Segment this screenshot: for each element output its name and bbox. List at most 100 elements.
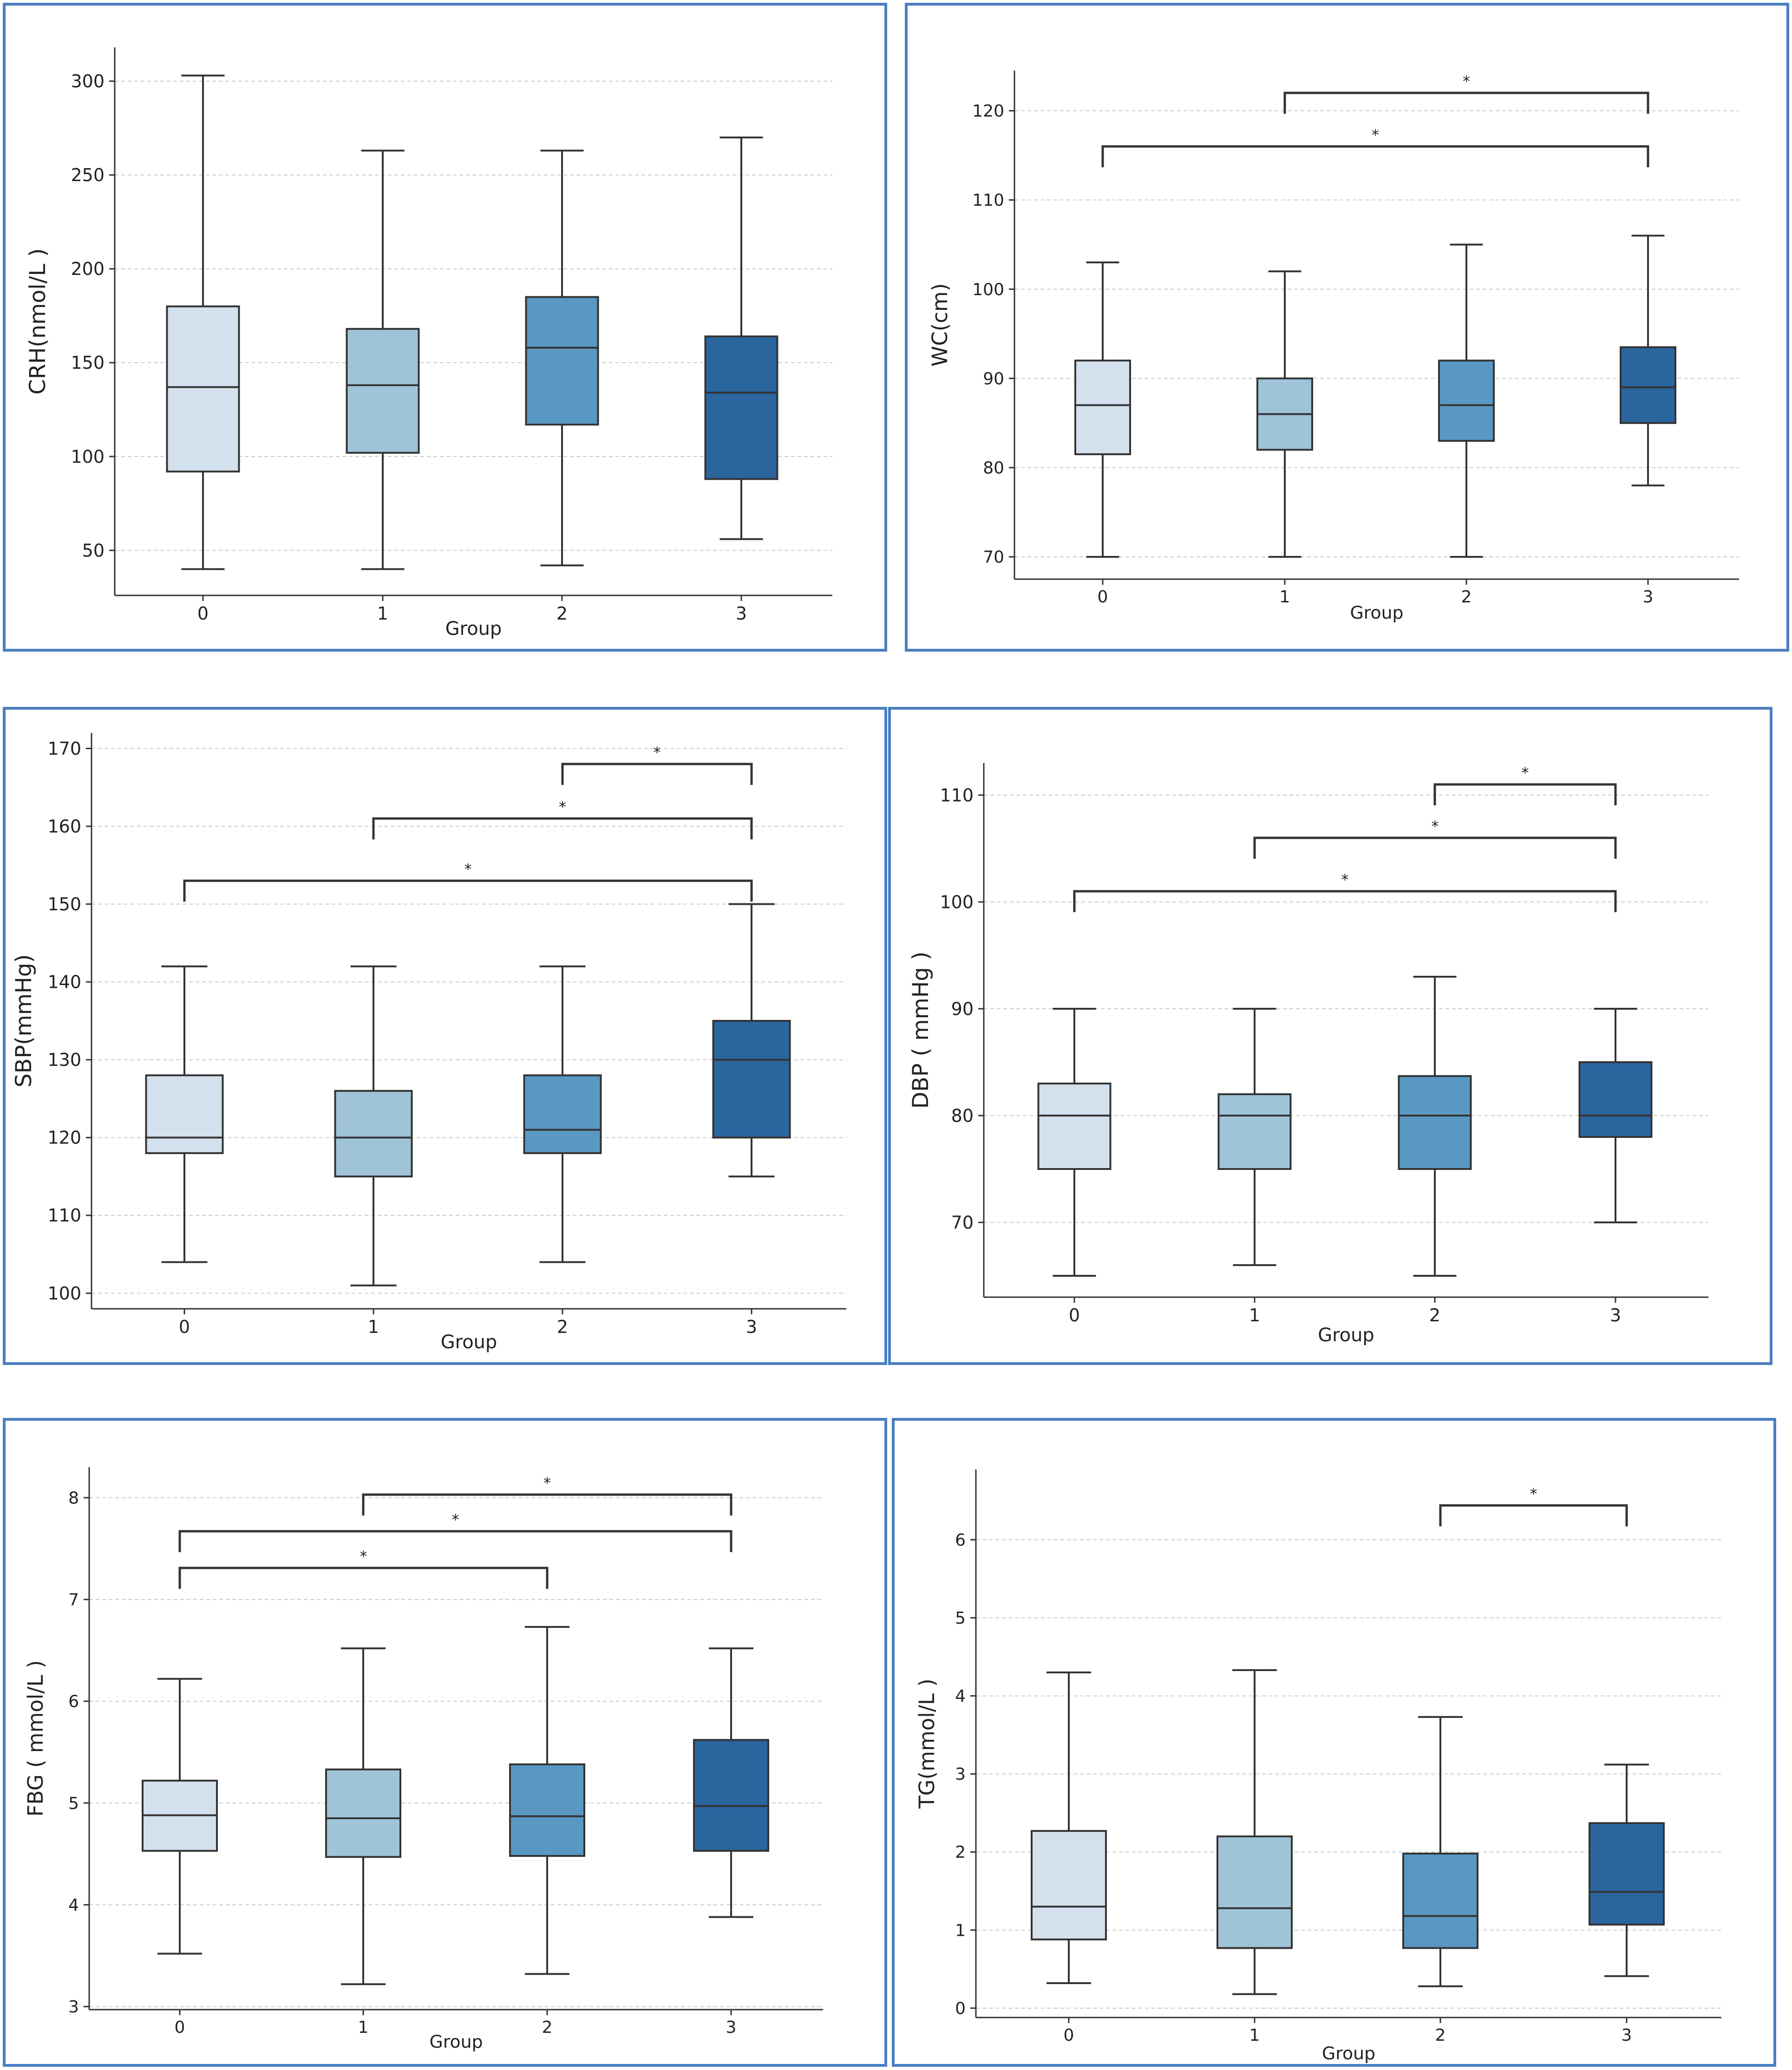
y-tick-label: 110 — [940, 785, 974, 805]
box-group-0 — [145, 965, 224, 1263]
box-iqr — [1438, 359, 1495, 442]
significance-star: * — [1372, 126, 1379, 144]
y-tick-label: 90 — [983, 369, 1004, 388]
x-tick-label: 2 — [557, 1317, 568, 1337]
box-iqr — [1402, 1853, 1478, 1949]
y-axis-label: TG(mmol/L ) — [915, 1678, 939, 1809]
y-axis-label: FBG ( mmol/L ) — [23, 1660, 48, 1817]
chart-panel-dbp: 70 80 90 100 110 0 1 2 3 * * * Group DBP ( mmHg ) — [888, 707, 1772, 1365]
y-axis-label: CRH(nmol/L ) — [25, 248, 51, 394]
x-axis-label: Group — [429, 2031, 483, 2052]
box-iqr — [1578, 1061, 1653, 1138]
significance-bracket — [1253, 836, 1617, 859]
box-iqr — [1398, 1075, 1472, 1170]
box-group-3 — [1620, 235, 1676, 487]
y-tick-label: 70 — [951, 1212, 974, 1233]
chart-panel-wc: 70 80 90 100 110 120 0 1 2 3 * * Group WC(cm) — [905, 3, 1789, 652]
significance-star: * — [543, 1474, 551, 1492]
box-iqr — [712, 1020, 791, 1139]
box-group-3 — [704, 136, 778, 540]
y-tick-label: 3 — [68, 1998, 79, 2017]
y-tick-label: 1 — [955, 1921, 966, 1940]
y-tick-label: 110 — [972, 191, 1004, 210]
sbp-boxplot: 100 110 120 130 140 150 160 170 0 1 2 3 * * * Group SBP(… — [11, 733, 846, 1353]
x-tick-label: 2 — [1429, 1305, 1440, 1326]
box-group-0 — [142, 1678, 218, 1955]
y-tick-label: 2 — [955, 1843, 966, 1862]
chart-panel-tg: 0 1 2 3 4 5 6 0 1 2 3 * Group TG(mmol/L ) — [892, 1418, 1776, 2067]
y-tick-label: 80 — [983, 458, 1004, 477]
x-tick-label: 2 — [1435, 2026, 1446, 2045]
y-tick-label: 5 — [68, 1794, 79, 1813]
x-tick-label: 3 — [1622, 2026, 1632, 2045]
box-group-0 — [1037, 1008, 1112, 1277]
x-tick-label: 0 — [175, 2018, 185, 2037]
box-group-0 — [1031, 1672, 1107, 1985]
x-axis-label: Group — [1322, 2043, 1375, 2063]
significance-bracket — [1433, 783, 1617, 805]
significance-star: * — [1341, 871, 1349, 888]
box-group-0 — [1074, 261, 1131, 558]
box-group-1 — [325, 1647, 401, 1985]
y-tick-label: 4 — [68, 1896, 79, 1915]
box-iqr — [704, 335, 778, 480]
box-group-3 — [1589, 1763, 1665, 1977]
x-tick-label: 3 — [736, 603, 747, 624]
significance-bracket — [1101, 145, 1649, 168]
dbp-boxplot: 70 80 90 100 110 0 1 2 3 * * * Group DBP ( mmHg ) — [908, 763, 1708, 1346]
x-tick-label: 1 — [1249, 1305, 1260, 1326]
y-tick-label: 120 — [972, 102, 1004, 121]
box-iqr — [523, 1074, 602, 1154]
significance-star: * — [1530, 1485, 1537, 1502]
box-group-1 — [1216, 1669, 1293, 1995]
fbg-boxplot: 3 4 5 6 7 8 0 1 2 3 * * * Group FBG ( mmol/L ) — [23, 1467, 823, 2052]
chart-panel-fbg: 3 4 5 6 7 8 0 1 2 3 * * * Group FBG ( mmol/L ) — [3, 1418, 887, 2067]
x-tick-label: 1 — [368, 1317, 379, 1337]
x-axis-label: Group — [1318, 1325, 1374, 1346]
box-group-2 — [525, 150, 599, 567]
significance-bracket — [178, 1530, 732, 1553]
box-group-1 — [1256, 270, 1313, 558]
box-iqr — [693, 1739, 769, 1852]
tg-boxplot: 0 1 2 3 4 5 6 0 1 2 3 * Group TG(mmol/L ) — [915, 1469, 1721, 2063]
box-group-2 — [523, 965, 602, 1263]
box-iqr — [1217, 1093, 1292, 1170]
y-axis-label: SBP(mmHg) — [11, 954, 37, 1088]
significance-star: * — [654, 744, 661, 761]
significance-star: * — [464, 860, 472, 878]
box-iqr — [334, 1090, 413, 1178]
y-tick-label: 0 — [955, 1999, 966, 2018]
crh-boxplot: 50 100 150 200 250 300 0 1 2 3 Group CRH(nmol/L ) — [25, 47, 832, 640]
box-iqr — [166, 305, 240, 473]
x-tick-label: 3 — [746, 1317, 757, 1337]
significance-star: * — [1522, 764, 1529, 782]
x-tick-label: 0 — [179, 1317, 190, 1337]
box-iqr — [1031, 1830, 1107, 1940]
y-tick-label: 100 — [972, 280, 1004, 299]
x-tick-label: 2 — [1461, 588, 1472, 607]
box-iqr — [325, 1768, 401, 1858]
box-iqr — [1216, 1835, 1293, 1949]
y-tick-label: 170 — [47, 738, 81, 759]
y-tick-label: 70 — [983, 548, 1004, 567]
y-tick-label: 100 — [47, 1283, 81, 1304]
y-axis-label: WC(cm) — [928, 283, 952, 367]
wc-boxplot: 70 80 90 100 110 120 0 1 2 3 * * Group WC(cm) — [928, 71, 1739, 623]
box-group-2 — [1398, 976, 1472, 1277]
y-tick-label: 6 — [955, 1531, 966, 1550]
y-tick-label: 90 — [951, 999, 974, 1019]
box-iqr — [346, 328, 420, 454]
x-tick-label: 0 — [1064, 2026, 1074, 2045]
chart-panel-crh: 50 100 150 200 250 300 0 1 2 3 Group CRH(nmol/L ) — [3, 3, 887, 652]
x-tick-label: 1 — [358, 2018, 369, 2037]
box-iqr — [1589, 1822, 1665, 1926]
y-tick-label: 130 — [47, 1050, 81, 1070]
y-tick-label: 4 — [955, 1687, 966, 1706]
box-iqr — [1074, 359, 1131, 456]
x-tick-label: 1 — [1249, 2026, 1260, 2045]
y-tick-label: 120 — [47, 1128, 81, 1148]
y-tick-label: 5 — [955, 1609, 966, 1628]
x-axis-label: Group — [441, 1332, 497, 1353]
y-tick-label: 150 — [47, 894, 81, 914]
x-tick-label: 3 — [726, 2018, 737, 2037]
